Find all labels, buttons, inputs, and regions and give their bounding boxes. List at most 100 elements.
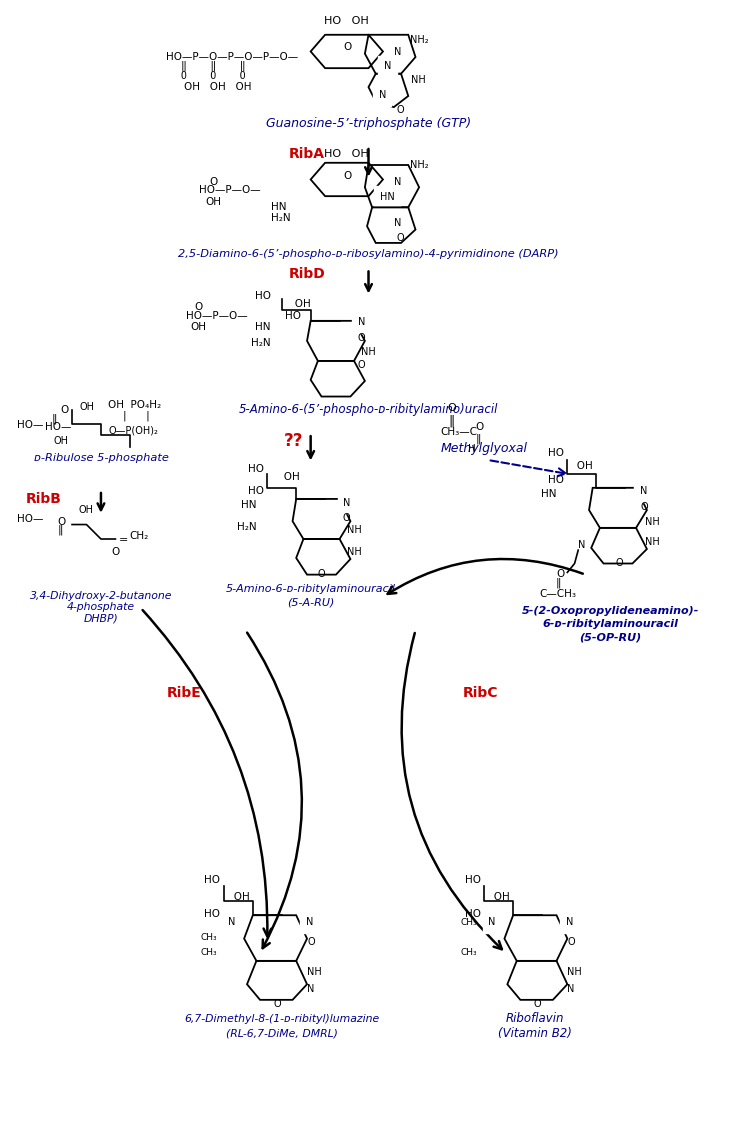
Text: H₂N: H₂N — [251, 338, 271, 348]
Text: N: N — [384, 61, 391, 71]
Text: N: N — [306, 917, 313, 928]
Text: 4-phosphate: 4-phosphate — [67, 602, 135, 612]
Text: ‖: ‖ — [475, 433, 481, 444]
Text: OH  PO₄H₂: OH PO₄H₂ — [108, 400, 161, 409]
Text: 6,7-Dimethyl-8-(1-ᴅ-ribityl)lumazine: 6,7-Dimethyl-8-(1-ᴅ-ribityl)lumazine — [184, 1014, 380, 1024]
Text: H₂N: H₂N — [271, 213, 290, 223]
Text: O: O — [357, 360, 365, 370]
Text: O: O — [273, 999, 282, 1009]
Text: CH₃—C: CH₃—C — [441, 427, 478, 437]
Text: Guanosine-5’-triphosphate (GTP): Guanosine-5’-triphosphate (GTP) — [266, 117, 471, 130]
Text: N: N — [307, 984, 315, 994]
Text: HO—: HO— — [17, 514, 43, 524]
Text: N: N — [228, 917, 235, 928]
Text: NH: NH — [361, 347, 376, 357]
Text: NH: NH — [411, 74, 426, 85]
Text: (5-OP-RU): (5-OP-RU) — [579, 632, 642, 642]
Text: CH₃: CH₃ — [461, 919, 477, 928]
Text: C—CH₃: C—CH₃ — [539, 589, 576, 598]
Text: N: N — [566, 917, 573, 928]
Text: O: O — [60, 406, 69, 415]
Text: NH: NH — [645, 516, 660, 526]
Text: N: N — [640, 487, 647, 497]
Text: N: N — [489, 917, 496, 928]
Text: OH: OH — [53, 436, 69, 446]
Text: HO: HO — [204, 875, 220, 885]
Text: RibE: RibE — [167, 686, 201, 700]
Text: ??: ?? — [284, 432, 304, 450]
Text: 5-(2-Oxopropylideneamino)-: 5-(2-Oxopropylideneamino)- — [522, 605, 699, 615]
Text: OH: OH — [80, 402, 94, 411]
Text: O: O — [475, 421, 483, 432]
Text: HO: HO — [255, 291, 271, 301]
Text: OH: OH — [484, 891, 510, 902]
Text: |      |: | | — [122, 411, 150, 421]
Text: N: N — [379, 90, 386, 100]
Text: O: O — [343, 513, 351, 523]
Text: HO   OH: HO OH — [324, 16, 369, 26]
Text: HN: HN — [241, 500, 256, 509]
Text: ‖: ‖ — [57, 524, 63, 535]
Text: O: O — [641, 502, 649, 512]
Text: 6-ᴅ-ribitylaminouracil: 6-ᴅ-ribitylaminouracil — [542, 619, 679, 629]
Text: H: H — [468, 444, 476, 454]
Text: CH₃: CH₃ — [461, 948, 477, 957]
Text: OH: OH — [567, 461, 593, 471]
Text: O: O — [209, 177, 217, 187]
Text: O: O — [343, 43, 352, 52]
Text: RibD: RibD — [288, 267, 325, 281]
Text: O: O — [57, 516, 66, 526]
Text: (5-A-RU): (5-A-RU) — [287, 597, 335, 607]
Text: ‖    ‖    ‖: ‖ ‖ ‖ — [181, 60, 245, 71]
Text: =: = — [119, 535, 128, 545]
Text: HO: HO — [548, 476, 564, 486]
Text: HO—P—O—: HO—P—O— — [198, 185, 260, 195]
Text: 2,5-Diamino-6-(5’-phospho-ᴅ-ribosylamino)-4-pyrimidinone (DARP): 2,5-Diamino-6-(5’-phospho-ᴅ-ribosylamino… — [178, 249, 559, 259]
Text: HO   OH: HO OH — [324, 149, 369, 159]
Text: O: O — [195, 302, 203, 312]
Text: (RL-6,7-DiMe, DMRL): (RL-6,7-DiMe, DMRL) — [226, 1029, 338, 1039]
Text: NH₂: NH₂ — [411, 160, 429, 170]
Text: HO: HO — [204, 909, 220, 920]
Text: N: N — [578, 540, 585, 550]
Text: NH: NH — [347, 525, 362, 535]
Text: CH₃: CH₃ — [200, 948, 217, 957]
Text: O: O — [343, 171, 352, 181]
Text: O: O — [447, 403, 456, 412]
Text: O: O — [397, 105, 404, 115]
Text: O: O — [615, 558, 624, 568]
Text: (Vitamin B2): (Vitamin B2) — [498, 1027, 572, 1039]
Text: OH: OH — [274, 472, 300, 482]
Text: OH: OH — [79, 505, 94, 515]
Text: N: N — [343, 498, 351, 507]
Text: ‖: ‖ — [51, 412, 57, 424]
Text: OH: OH — [224, 891, 250, 902]
Text: Riboflavin: Riboflavin — [506, 1012, 564, 1026]
Text: RibC: RibC — [463, 686, 498, 700]
Text: NH: NH — [645, 536, 660, 547]
Text: NH: NH — [347, 547, 362, 557]
Text: H₂N: H₂N — [237, 522, 256, 532]
Text: 5-Amino-6-ᴅ-ribitylaminouracil: 5-Amino-6-ᴅ-ribitylaminouracil — [226, 585, 396, 594]
Text: O: O — [307, 938, 315, 948]
Text: O: O — [397, 232, 404, 242]
Text: Methylglyoxal: Methylglyoxal — [441, 442, 528, 455]
Text: O: O — [111, 547, 119, 557]
Text: ‖: ‖ — [449, 415, 455, 427]
Text: HN: HN — [256, 321, 271, 331]
Text: NH₂: NH₂ — [411, 35, 429, 45]
Text: N: N — [394, 47, 401, 56]
Text: HO—: HO— — [44, 421, 71, 432]
Text: CH₃: CH₃ — [200, 933, 217, 942]
Text: HO: HO — [285, 311, 301, 320]
Text: N: N — [567, 984, 575, 994]
Text: HN: HN — [271, 202, 287, 212]
Text: O: O — [318, 569, 325, 579]
Text: RibA: RibA — [289, 147, 325, 161]
Text: RibB: RibB — [25, 492, 61, 506]
Text: O: O — [533, 999, 541, 1009]
Text: OH: OH — [191, 321, 206, 331]
Text: OH: OH — [205, 197, 221, 207]
Text: O—P(OH)₂: O—P(OH)₂ — [108, 425, 158, 435]
Text: O: O — [556, 569, 565, 579]
